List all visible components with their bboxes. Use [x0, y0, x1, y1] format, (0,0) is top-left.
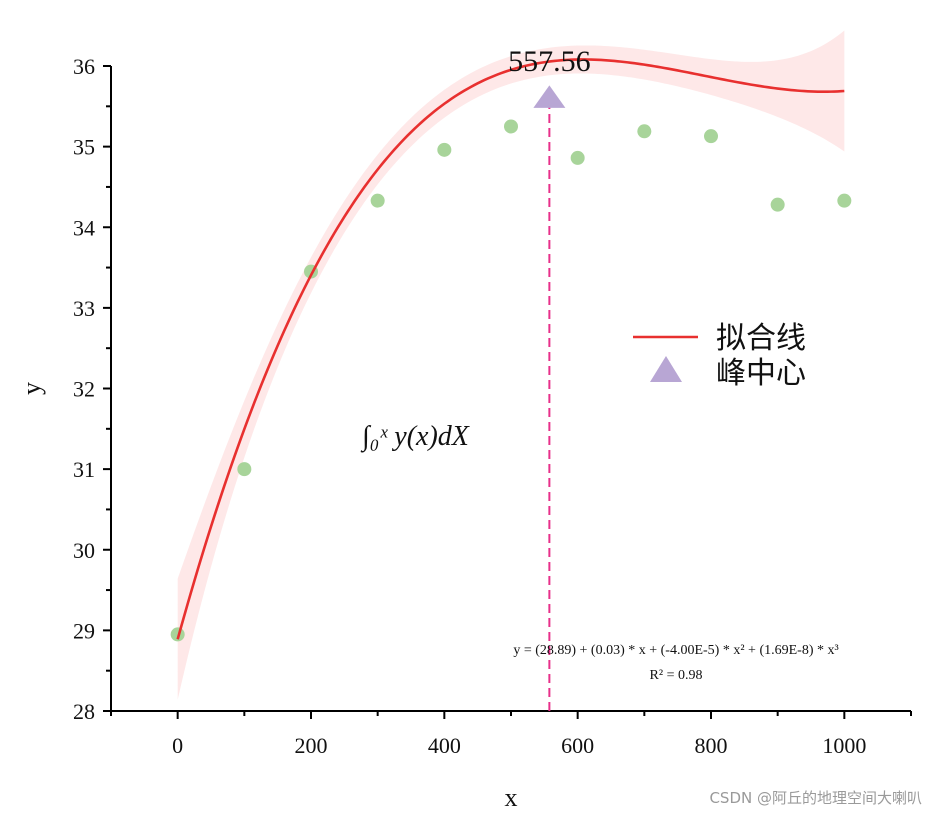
watermark: CSDN @阿丘的地理空间大喇叭	[709, 789, 922, 807]
fit-equation: y = (28.89) + (0.03) * x + (-4.00E-5) * …	[513, 643, 838, 658]
x-tick-label: 200	[295, 733, 328, 758]
data-point	[570, 150, 585, 165]
legend-fit-label: 拟合线	[716, 321, 806, 356]
peak-center-marker	[533, 85, 566, 108]
data-point	[504, 119, 518, 134]
y-tick-label: 31	[73, 457, 95, 482]
r-squared: R² = 0.98	[650, 668, 703, 683]
y-tick-label: 32	[73, 377, 95, 402]
data-point	[704, 129, 718, 144]
fit-line	[176, 58, 845, 640]
legend: 拟合线 峰中心	[633, 321, 806, 391]
data-point	[837, 193, 852, 208]
integral-annotation: ∫₀ˣ y(x)dX	[360, 421, 470, 453]
x-ticks: 0 200 400 600 800 1000	[110, 711, 912, 758]
legend-peak-swatch	[650, 356, 682, 382]
data-points	[170, 119, 852, 642]
confidence-band-area	[177, 30, 845, 700]
y-tick-label: 33	[73, 296, 95, 321]
y-tick-label: 34	[73, 215, 95, 240]
data-point	[770, 197, 785, 212]
peak-value-label: 557.56	[508, 45, 591, 78]
y-axis-title: y	[17, 382, 46, 395]
data-point	[237, 462, 252, 477]
data-point	[437, 142, 452, 157]
confidence-band	[177, 30, 845, 700]
y-ticks: 28 29 30 31 32 33 34 35 36	[73, 54, 111, 724]
x-axis-title: x	[505, 783, 518, 812]
x-tick-label: 800	[695, 733, 728, 758]
data-point	[370, 193, 385, 208]
y-tick-label: 29	[73, 618, 95, 643]
x-tick-label: 600	[561, 733, 594, 758]
y-tick-label: 36	[73, 54, 95, 79]
data-point	[637, 124, 652, 139]
y-tick-label: 35	[73, 135, 95, 160]
legend-peak-label: 峰中心	[716, 356, 806, 391]
y-tick-label: 28	[73, 699, 95, 724]
x-tick-label: 1000	[822, 733, 866, 758]
y-tick-label: 30	[73, 538, 95, 563]
x-tick-label: 400	[428, 733, 461, 758]
x-tick-label: 0	[172, 733, 183, 758]
